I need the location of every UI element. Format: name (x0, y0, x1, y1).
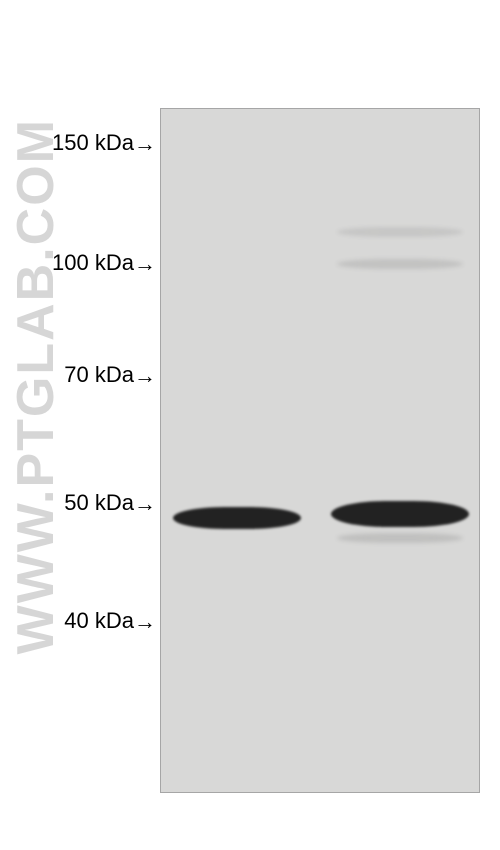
arrow-icon: → (134, 363, 156, 389)
marker-text: 40 kDa (64, 608, 134, 633)
blot-figure: HSC-T6 NIH/3T3 150 kDa→ 100 kDa→ 70 kDa→… (0, 0, 500, 850)
band-nih3t3-50kda (331, 501, 469, 527)
marker-100kda: 100 kDa→ (52, 250, 156, 277)
arrow-icon: → (134, 609, 156, 635)
marker-text: 150 kDa (52, 130, 134, 155)
marker-text: 50 kDa (64, 490, 134, 515)
marker-40kda: 40 kDa→ (64, 608, 156, 635)
arrow-icon: → (134, 131, 156, 157)
marker-text: 70 kDa (64, 362, 134, 387)
marker-70kda: 70 kDa→ (64, 362, 156, 389)
blot-membrane (160, 108, 480, 793)
band-nih3t3-faint-lower (337, 533, 463, 543)
marker-150kda: 150 kDa→ (52, 130, 156, 157)
marker-50kda: 50 kDa→ (64, 490, 156, 517)
arrow-icon: → (134, 491, 156, 517)
watermark-text: WWW.PTGLAB.COM (6, 118, 66, 654)
arrow-icon: → (134, 251, 156, 277)
band-hsc-t6-50kda (173, 507, 301, 529)
marker-text: 100 kDa (52, 250, 134, 275)
band-nih3t3-faint-110kda (337, 227, 463, 237)
band-nih3t3-faint-100kda (337, 259, 463, 269)
lane-labels-group: HSC-T6 NIH/3T3 (0, 10, 500, 110)
